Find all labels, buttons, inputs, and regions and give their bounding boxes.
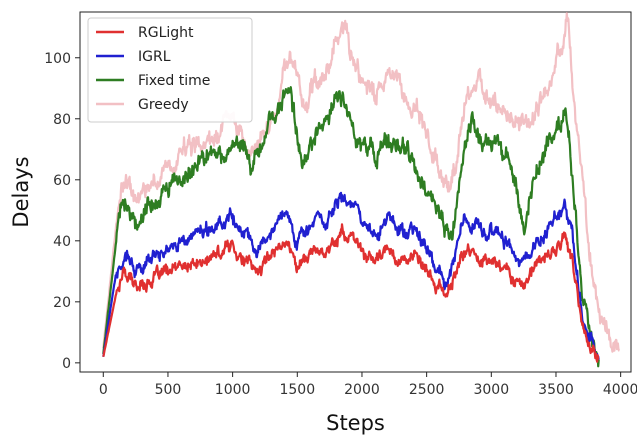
axes <box>79 11 632 373</box>
x-tick-label: 2500 <box>409 382 445 398</box>
plot-frame <box>79 11 632 373</box>
y-tick-label: 20 <box>53 295 71 311</box>
x-tick-label: 1500 <box>279 382 315 398</box>
x-tick-label: 500 <box>155 382 182 398</box>
ticks-layer: 0 500 1000 1500 2000 2500 3000 3500 4000 0 20 40 60 8… <box>44 51 637 398</box>
legend: RGLight IGRL Fixed time Greedy <box>87 17 253 123</box>
x-tick-label: 0 <box>99 382 108 398</box>
y-tick-label: 80 <box>53 112 71 128</box>
y-axis-title: Delays <box>9 156 33 227</box>
series-layer <box>102 12 620 368</box>
series-line-rglight <box>102 223 600 363</box>
y-tick-label: 40 <box>53 234 71 250</box>
series-line-greedy <box>102 12 620 353</box>
legend-label: Greedy <box>138 97 189 113</box>
y-tick-label: 60 <box>53 173 71 189</box>
legend-box <box>87 17 253 123</box>
x-axis-title: Steps <box>326 411 385 435</box>
y-tick-label: 0 <box>62 356 71 372</box>
x-tick-label: 3000 <box>473 382 509 398</box>
legend-label: Fixed time <box>138 73 210 89</box>
y-tick-label: 100 <box>44 51 71 67</box>
legend-label: IGRL <box>138 49 171 65</box>
series-line-fixed-time <box>102 86 600 368</box>
x-tick-label: 3500 <box>538 382 574 398</box>
x-tick-label: 2000 <box>344 382 380 398</box>
x-tick-label: 4000 <box>603 382 637 398</box>
x-tick-label: 1000 <box>215 382 251 398</box>
legend-label: RGLight <box>138 25 194 41</box>
series-line-igrl <box>102 191 600 360</box>
